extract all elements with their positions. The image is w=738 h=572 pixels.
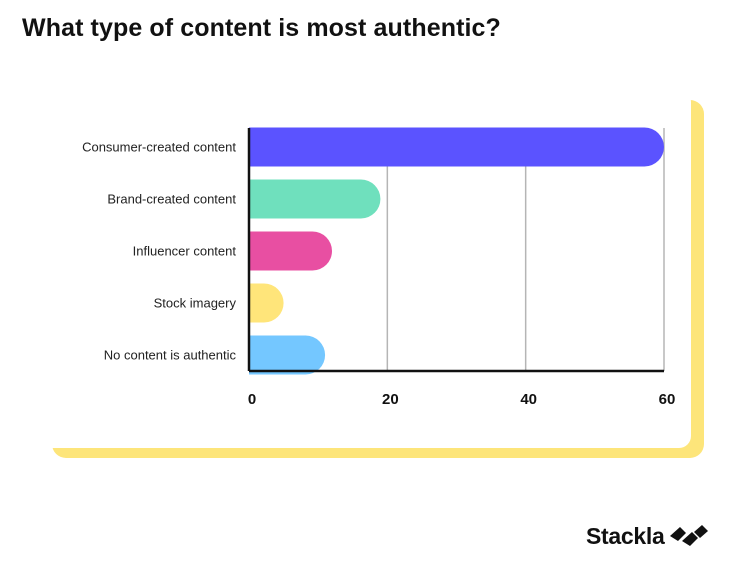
x-tick-label: 0 <box>248 391 256 408</box>
bar <box>249 231 332 271</box>
category-label: Stock imagery <box>154 296 237 311</box>
x-tick-label: 60 <box>659 391 676 408</box>
category-label: No content is authentic <box>104 348 237 363</box>
bar <box>249 283 284 323</box>
stackla-mark-icon <box>670 525 709 546</box>
bar <box>249 127 664 167</box>
x-tick-label: 40 <box>520 391 537 408</box>
x-tick-label: 20 <box>382 391 399 408</box>
category-label: Consumer-created content <box>82 140 236 155</box>
bar <box>249 335 326 375</box>
chart-title: What type of content is most authentic? <box>22 14 501 42</box>
category-label: Brand-created content <box>107 192 236 207</box>
stackla-logo: Stackla <box>586 520 710 552</box>
logo-text: Stackla <box>586 522 665 549</box>
category-label: Influencer content <box>133 244 237 259</box>
bar <box>249 179 381 219</box>
